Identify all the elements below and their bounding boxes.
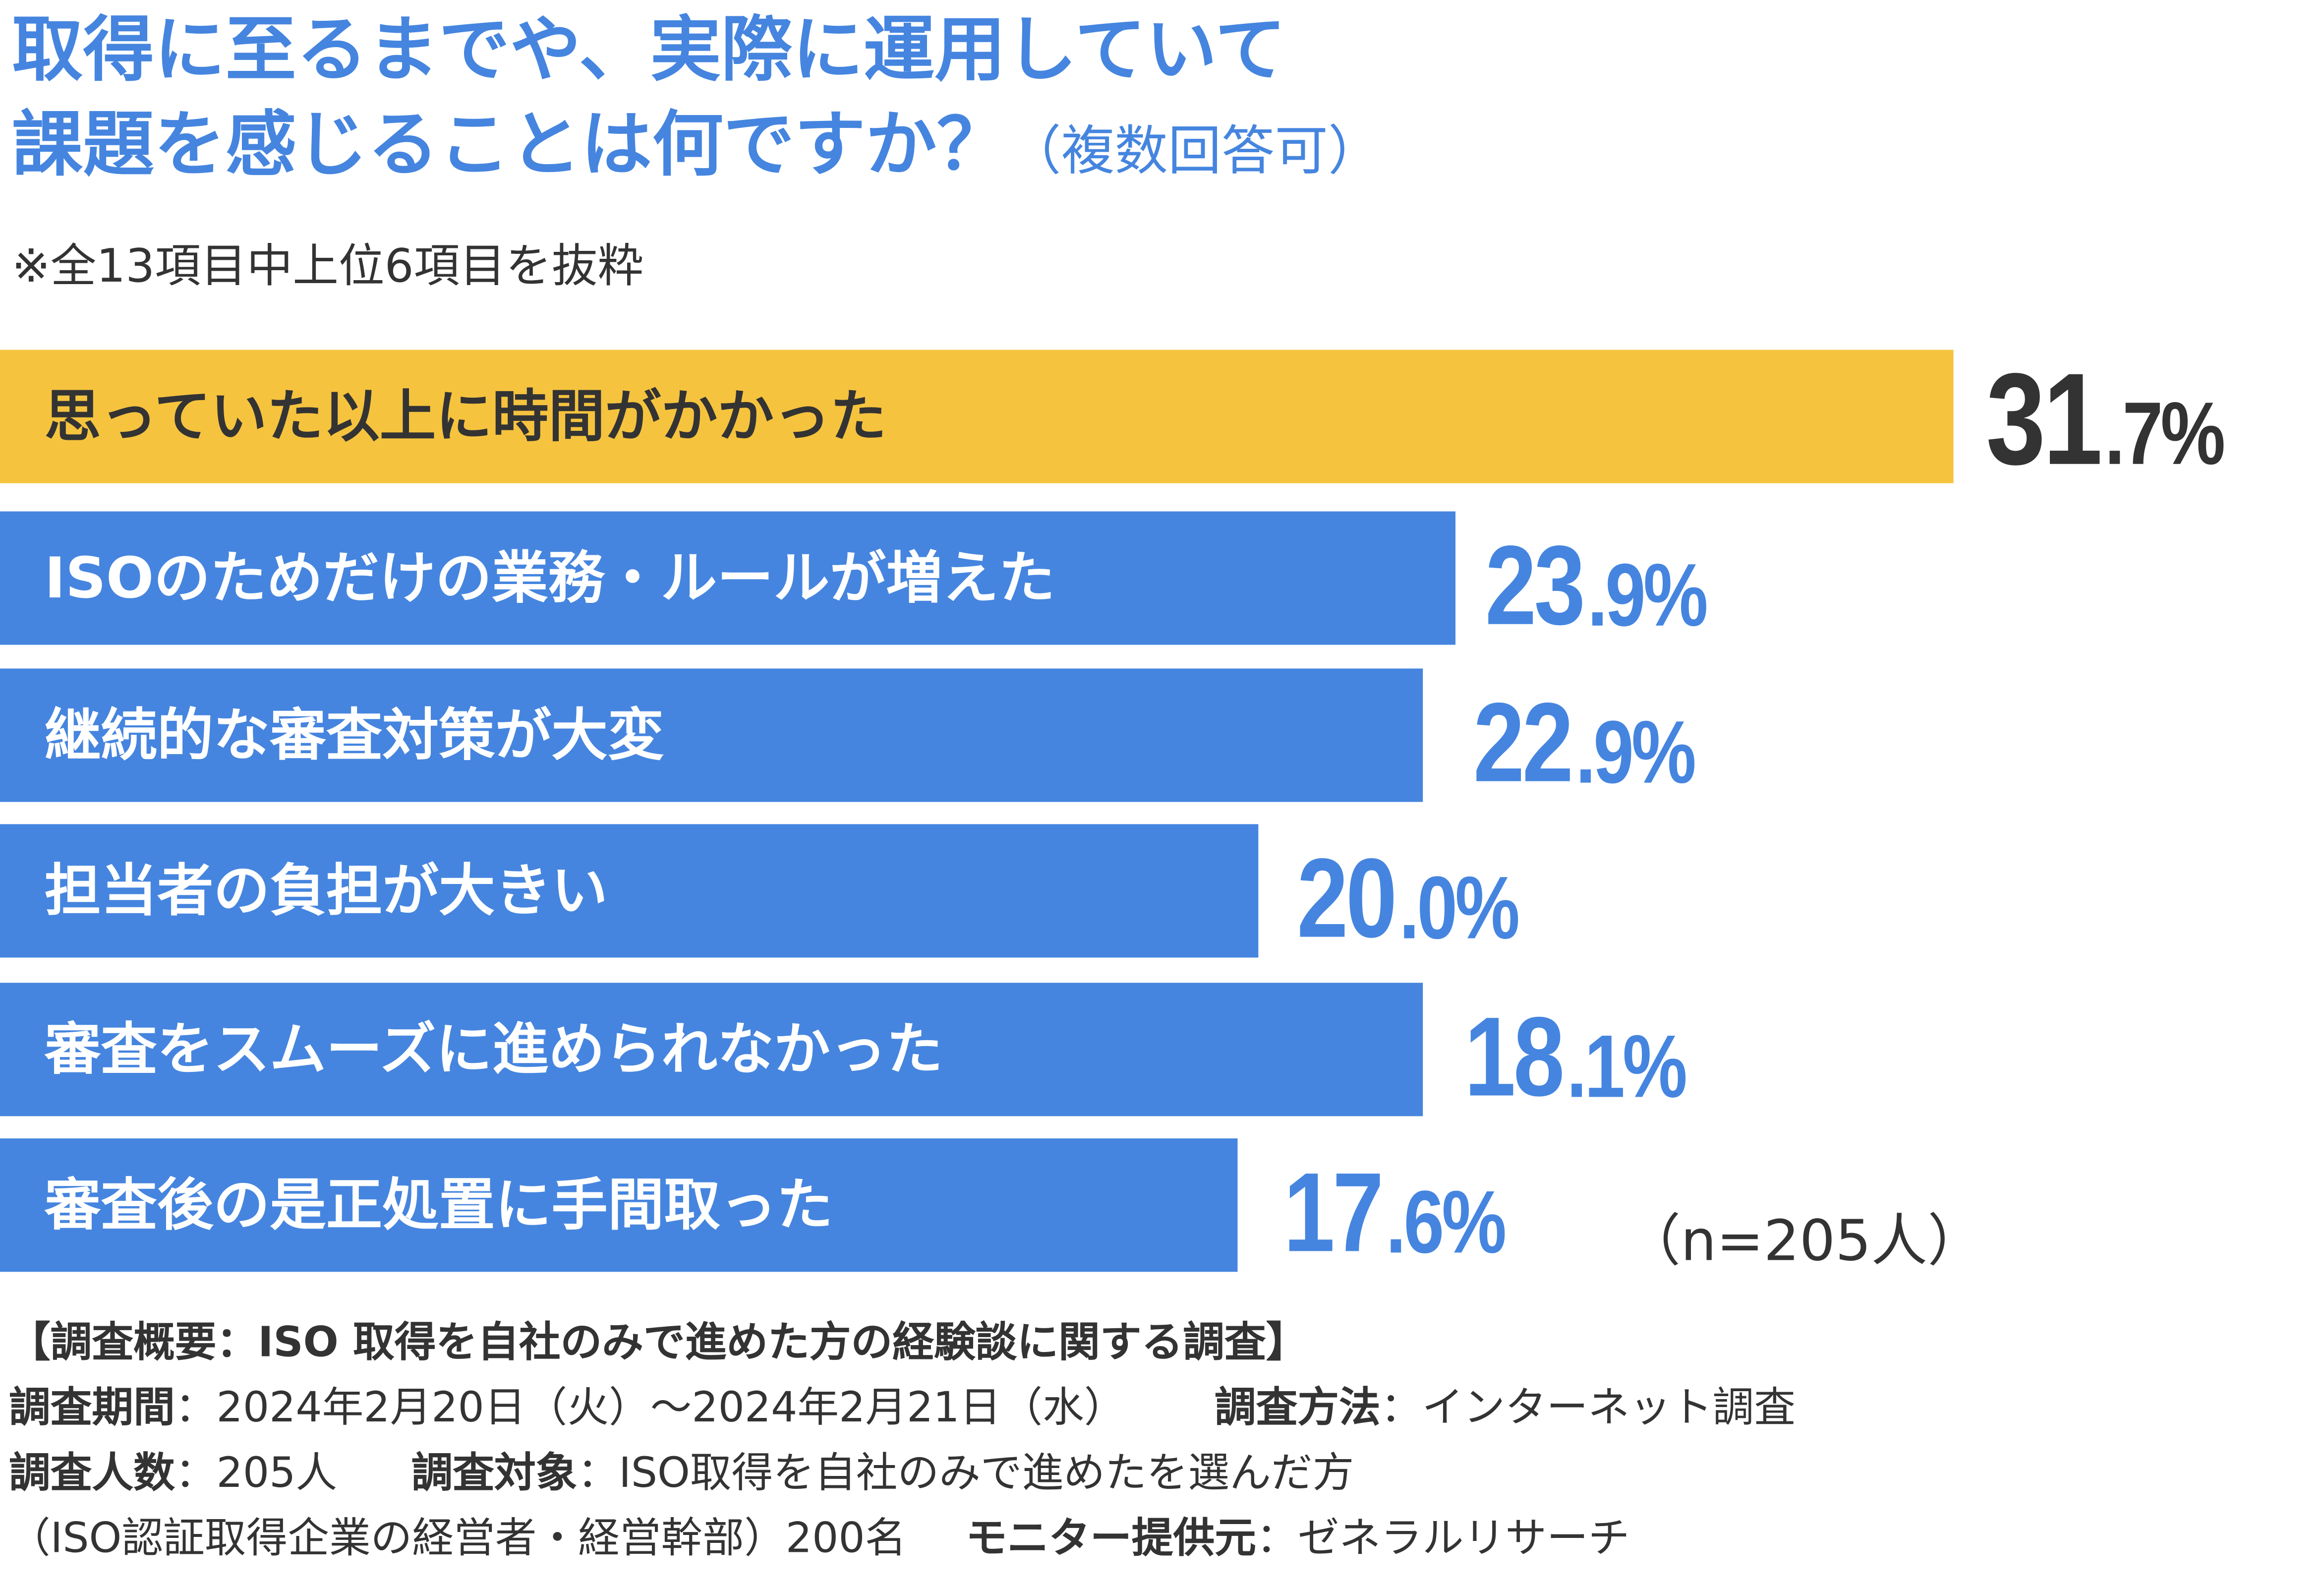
count-value: ：205人 <box>174 1448 338 1497</box>
target-label: 調査対象 <box>411 1448 578 1497</box>
value-decimal: .9% <box>1586 545 1708 645</box>
survey-heading: 【調査概要：ISO 取得を自社のみで進めた方の経験談に関する調査】 <box>8 1317 1308 1367</box>
count-label: 調査人数 <box>8 1448 175 1497</box>
target-value: ：ISO取得を自社のみで進めたを選んだ方 <box>577 1448 1354 1497</box>
value-integer: 22 <box>1473 680 1573 807</box>
value-integer: 23 <box>1485 523 1585 649</box>
value-decimal: .0% <box>1398 858 1519 958</box>
survey-period-row: 調査期間：2024年2月20日（火）～2024年2月21日（水） 調査方法：インタ… <box>9 1376 1796 1441</box>
bar-value: 18.1% <box>1464 983 1710 1116</box>
bar-6: 審査後の是正処置に手間取った <box>0 1138 1238 1272</box>
survey-target-row: （ISO認証取得企業の経営者・経営幹部）200名 モニター提供元：ゼネラルリサーチ <box>9 1506 1796 1572</box>
survey-count-row: 調査人数：205人 調査対象：ISO取得を自社のみで進めたを選んだ方 <box>9 1441 1796 1506</box>
value-integer: 17 <box>1283 1150 1384 1277</box>
bar-value: 31.7% <box>1986 345 2249 492</box>
value-decimal: .9% <box>1574 703 1696 802</box>
bar-label: 担当者の負担が大きい <box>44 858 608 924</box>
bar-label: 審査をスムーズに進められなかった <box>44 1017 943 1082</box>
value-integer: 31 <box>1986 345 2102 492</box>
title-question: 課題を感じることは何ですか？ <box>11 104 1008 187</box>
value-integer: 18 <box>1464 995 1565 1121</box>
bar-value: 17.6% <box>1283 1138 1529 1272</box>
value-decimal: .6% <box>1385 1172 1506 1272</box>
bar-label: 思っていた以上に時間がかかった <box>44 384 887 449</box>
bar-label: ISOのためだけの業務・ルールが増えた <box>44 545 1055 611</box>
chart-title: 取得に至るまでや、実際に運用していて 課題を感じることは何ですか？（複数回答可） <box>12 3 1382 200</box>
bar-value: 23.9% <box>1485 511 1731 645</box>
bar-4: 担当者の負担が大きい <box>0 824 1259 958</box>
bar-label: 継続的な審査対策が大変 <box>44 703 664 768</box>
bar-1: 思っていた以上に時間がかかった <box>0 350 1954 483</box>
bar-value: 22.9% <box>1473 668 1719 802</box>
bar-5: 審査をスムーズに進められなかった <box>0 983 1423 1117</box>
title-multiple-answer: （複数回答可） <box>1008 121 1382 182</box>
method-label: 調査方法 <box>1214 1383 1381 1432</box>
bar-2: ISOのためだけの業務・ルールが増えた <box>0 511 1455 645</box>
target-value-2: （ISO認証取得企業の経営者・経営幹部）200名 <box>8 1513 907 1563</box>
method-value: ：インターネット調査 <box>1380 1383 1796 1432</box>
value-integer: 20 <box>1297 836 1397 962</box>
period-label: 調査期間 <box>8 1383 175 1432</box>
subtitle-note: ※全13項目中上位6項目を抜粋 <box>11 240 644 294</box>
title-line-1: 取得に至るまでや、実際に運用していて <box>11 8 1286 92</box>
bar-value: 20.0% <box>1297 824 1543 957</box>
sample-size-note: （n=205人） <box>1624 1208 1984 1274</box>
period-value: ：2024年2月20日（火）～2024年2月21日（水） <box>174 1383 1126 1432</box>
bar-label: 審査後の是正処置に手間取った <box>44 1172 833 1238</box>
title-line-2: 課題を感じることは何ですか？（複数回答可） <box>12 98 1382 200</box>
value-decimal: .1% <box>1566 1017 1687 1117</box>
provider-label: モニター提供元 <box>965 1513 1256 1563</box>
provider-value: ：ゼネラルリサーチ <box>1256 1513 1630 1563</box>
bar-3: 継続的な審査対策が大変 <box>0 668 1423 802</box>
value-decimal: .7% <box>2104 384 2225 483</box>
survey-summary: 【調査概要：ISO 取得を自社のみで進めた方の経験談に関する調査】 調査期間：2… <box>9 1310 1796 1571</box>
